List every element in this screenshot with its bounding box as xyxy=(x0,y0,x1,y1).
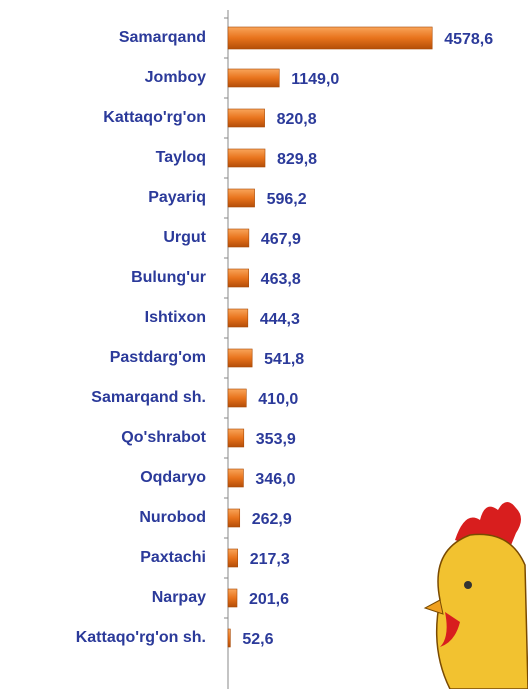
category-label: Qo'shrabot xyxy=(121,429,206,446)
category-label: Oqdaryo xyxy=(140,469,206,486)
value-label: 217,3 xyxy=(250,551,290,568)
bar xyxy=(227,228,250,248)
value-label: 463,8 xyxy=(261,271,301,288)
rooster-decoration xyxy=(423,501,528,689)
category-label: Payariq xyxy=(148,189,206,206)
bar xyxy=(227,308,249,328)
bar xyxy=(227,628,231,648)
bar xyxy=(227,588,238,608)
bar xyxy=(227,68,280,88)
bar xyxy=(227,188,255,208)
category-label: Samarqand sh. xyxy=(91,389,206,406)
bar xyxy=(227,508,241,528)
value-label: 201,6 xyxy=(249,591,289,608)
category-label: Jomboy xyxy=(145,69,206,86)
category-label: Paxtachi xyxy=(140,549,206,566)
value-label: 1149,0 xyxy=(291,71,339,88)
category-label: Kattaqo'rg'on xyxy=(103,109,206,126)
value-label: 52,6 xyxy=(242,631,273,648)
category-label: Tayloq xyxy=(156,149,206,166)
value-label: 541,8 xyxy=(264,351,304,368)
value-label: 346,0 xyxy=(255,471,295,488)
value-label: 467,9 xyxy=(261,231,301,248)
value-label: 829,8 xyxy=(277,151,317,168)
value-label: 820,8 xyxy=(277,111,317,128)
bar xyxy=(227,148,266,168)
bar xyxy=(227,388,247,408)
category-label: Kattaqo'rg'on sh. xyxy=(76,629,206,646)
category-label: Narpay xyxy=(152,589,206,606)
category-label: Bulung'ur xyxy=(131,269,206,286)
bar xyxy=(227,348,253,368)
bar xyxy=(227,548,238,568)
value-label: 596,2 xyxy=(267,191,307,208)
category-label: Pastdarg'om xyxy=(110,349,206,366)
value-label: 262,9 xyxy=(252,511,292,528)
value-label: 353,9 xyxy=(256,431,296,448)
bar xyxy=(227,108,265,128)
category-label: Nurobod xyxy=(139,509,206,526)
bar xyxy=(227,428,245,448)
value-label: 410,0 xyxy=(258,391,298,408)
category-label: Samarqand xyxy=(119,29,206,46)
value-label: 4578,6 xyxy=(444,31,493,48)
bar xyxy=(227,268,249,288)
category-label: Urgut xyxy=(163,229,206,246)
bar xyxy=(227,468,244,488)
value-label: 444,3 xyxy=(260,311,300,328)
category-label: Ishtixon xyxy=(145,309,206,326)
bar xyxy=(227,26,433,50)
